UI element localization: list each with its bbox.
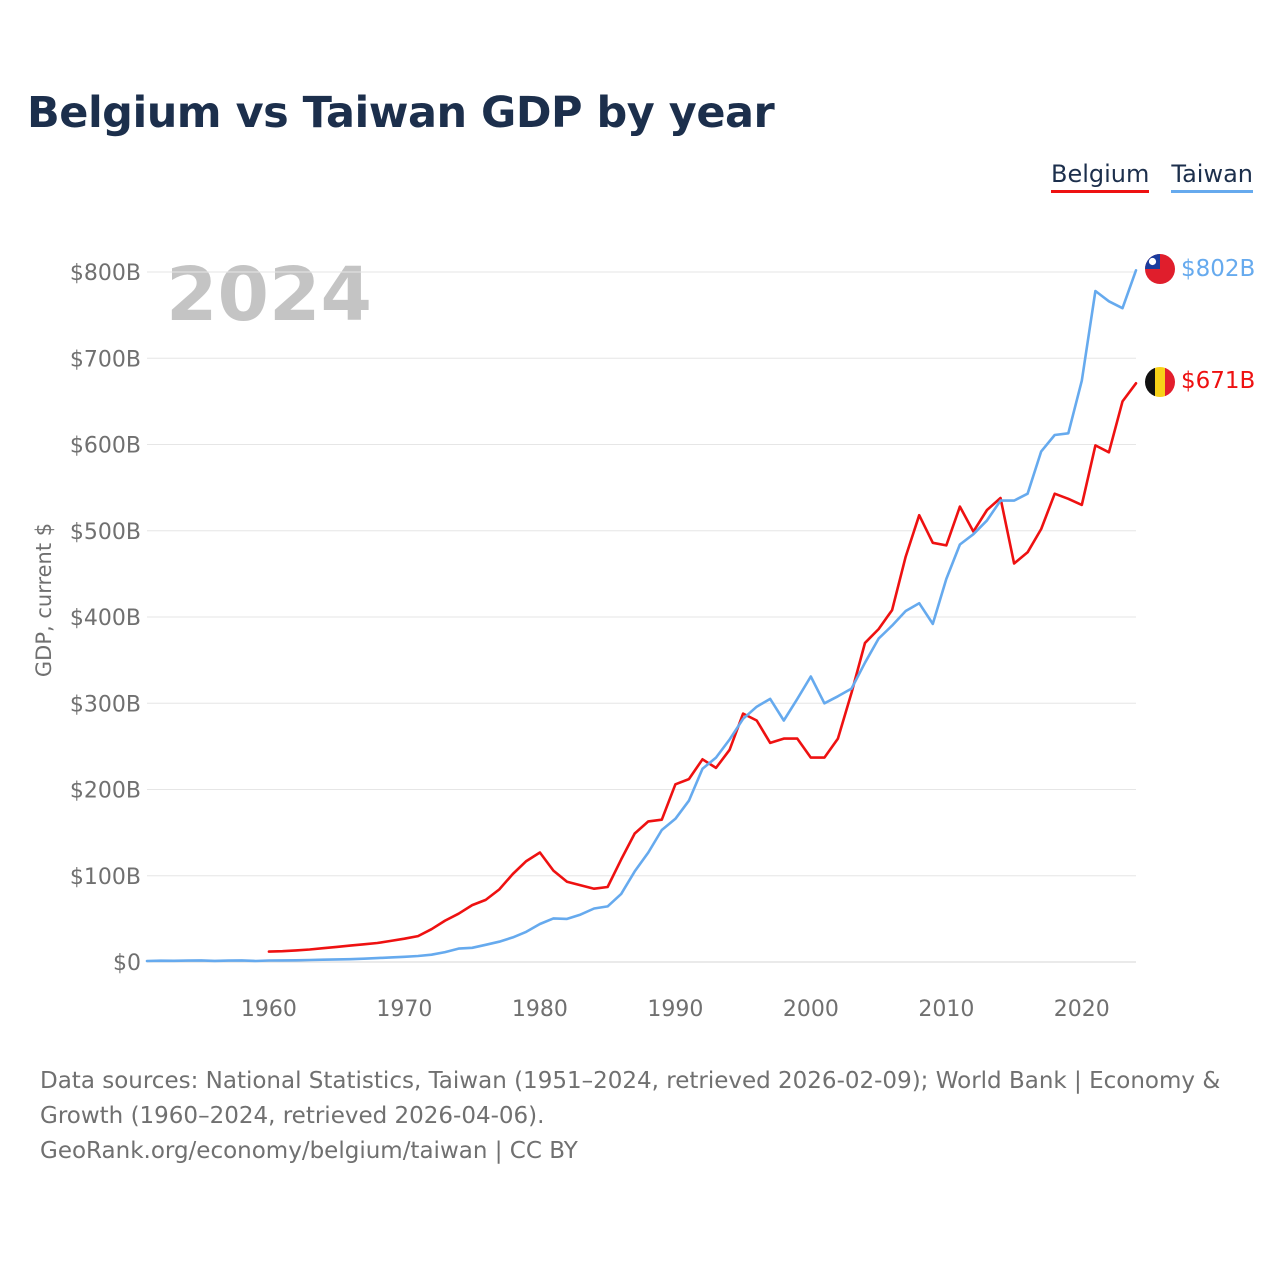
y-tick-label: $300B (70, 692, 141, 717)
footer: Data sources: National Statistics, Taiwa… (40, 1064, 1230, 1169)
belgium-flag-icon (1145, 367, 1175, 397)
chart-title: Belgium vs Taiwan GDP by year (27, 88, 775, 138)
y-tick-label: $800B (70, 261, 141, 286)
y-tick-label: $600B (70, 434, 141, 459)
legend-item-taiwan[interactable]: Taiwan (1171, 160, 1253, 193)
x-tick-label: 1970 (376, 997, 432, 1022)
end-label-taiwan: $802B (1181, 256, 1255, 282)
x-tick-label: 2010 (918, 997, 974, 1022)
series-lines (145, 268, 1138, 963)
y-axis-label: GDP, current $ (32, 523, 56, 677)
legend-item-belgium[interactable]: Belgium (1051, 160, 1150, 193)
y-tick-label: $500B (70, 520, 141, 545)
y-tick-label: $400B (70, 606, 141, 631)
series-line-belgium[interactable] (267, 381, 1138, 953)
gridlines (147, 271, 1136, 963)
y-tick-label: $100B (70, 865, 141, 890)
taiwan-flag-icon (1145, 254, 1175, 284)
end-label-belgium: $671B (1181, 368, 1255, 394)
legend: Belgium Taiwan (1051, 160, 1253, 193)
x-tick-label: 2020 (1054, 997, 1110, 1022)
y-axis-ticks: $0 $100B $200B $300B $400B $500B $600B $700B $80… (70, 261, 141, 976)
source-credit[interactable]: GeoRank.org/economy/belgium/taiwan | CC … (40, 1138, 578, 1164)
line-chart: 2024 $0 $100B $200B $300B $400B $500B $600B $70… (32, 252, 1255, 1022)
y-tick-label: $0 (113, 951, 141, 976)
x-tick-label: 2000 (783, 997, 839, 1022)
year-watermark: 2024 (166, 252, 372, 338)
x-axis-ticks: 1960 1970 1980 1990 2000 2010 2020 (241, 997, 1110, 1022)
x-tick-label: 1990 (647, 997, 703, 1022)
x-tick-label: 1980 (512, 997, 568, 1022)
y-tick-label: $700B (70, 347, 141, 372)
series-line-taiwan[interactable] (145, 268, 1138, 963)
y-tick-label: $200B (70, 779, 141, 804)
data-sources-note: Data sources: National Statistics, Taiwa… (40, 1068, 1221, 1129)
x-tick-label: 1960 (241, 997, 297, 1022)
